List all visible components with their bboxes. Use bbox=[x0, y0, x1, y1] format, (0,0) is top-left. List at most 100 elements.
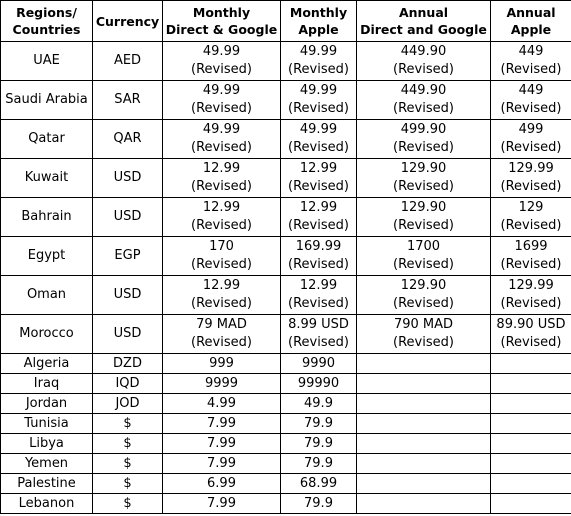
monthly-apple-cell: 12.99 (Revised) bbox=[280, 275, 357, 315]
monthly-direct-google-cell: 79 MAD (Revised) bbox=[162, 314, 281, 354]
annual-direct-google-cell bbox=[356, 453, 491, 474]
annual-direct-google-cell bbox=[356, 393, 491, 414]
currency-cell: IQD bbox=[92, 373, 163, 394]
column-header-line: Annual bbox=[506, 5, 556, 20]
annual-direct-google-cell bbox=[356, 413, 491, 434]
currency-cell: QAR bbox=[92, 119, 163, 159]
price-value: 790 MAD bbox=[393, 317, 454, 332]
table-row: Tunisia $ 7.99 79.9 bbox=[0, 413, 571, 434]
price-value: 89.90 USD bbox=[496, 317, 566, 332]
country-cell: UAE bbox=[0, 41, 93, 81]
currency-cell: $ bbox=[92, 473, 163, 494]
price-value: 129.99 bbox=[508, 278, 554, 293]
monthly-apple-cell: 79.9 bbox=[280, 433, 357, 454]
currency-cell: USD bbox=[92, 275, 163, 315]
annual-direct-google-cell: 129.90 (Revised) bbox=[356, 158, 491, 198]
header-row: Regions/ Countries Currency Monthly Dire… bbox=[0, 0, 571, 42]
column-header-line: Direct and Google bbox=[360, 22, 487, 37]
annual-apple-cell bbox=[490, 393, 571, 414]
revised-note: (Revised) bbox=[191, 62, 252, 77]
price-value: 129.90 bbox=[400, 200, 447, 215]
monthly-apple-cell: 68.99 bbox=[280, 473, 357, 494]
currency-cell: DZD bbox=[92, 353, 163, 374]
monthly-direct-google-cell: 6.99 bbox=[162, 473, 281, 494]
currency-cell: AED bbox=[92, 41, 163, 81]
price-value: 449 bbox=[518, 83, 544, 98]
revised-note: (Revised) bbox=[288, 101, 349, 116]
revised-note: (Revised) bbox=[288, 218, 349, 233]
monthly-direct-google-cell: 12.99 (Revised) bbox=[162, 158, 281, 198]
annual-apple-cell bbox=[490, 373, 571, 394]
country-cell: Jordan bbox=[0, 393, 93, 414]
revised-note: (Revised) bbox=[393, 218, 454, 233]
currency-cell: USD bbox=[92, 197, 163, 237]
revised-note: (Revised) bbox=[500, 179, 562, 194]
price-value: 449 bbox=[518, 44, 544, 59]
annual-direct-google-cell: 499.90 (Revised) bbox=[356, 119, 491, 159]
revised-note: (Revised) bbox=[288, 335, 349, 350]
monthly-apple-cell: 12.99 (Revised) bbox=[280, 158, 357, 198]
price-value: 12.99 bbox=[202, 200, 241, 215]
country-cell: Morocco bbox=[0, 314, 93, 354]
table-row: Kuwait USD 12.99 (Revised) 12.99 (Revised)… bbox=[0, 158, 571, 198]
annual-apple-cell: 499 (Revised) bbox=[490, 119, 571, 159]
price-value: 449.90 bbox=[400, 83, 447, 98]
revised-note: (Revised) bbox=[500, 218, 562, 233]
currency-cell: $ bbox=[92, 493, 163, 514]
revised-note: (Revised) bbox=[191, 101, 252, 116]
country-cell: Iraq bbox=[0, 373, 93, 394]
monthly-apple-cell: 79.9 bbox=[280, 493, 357, 514]
annual-apple-cell: 449 (Revised) bbox=[490, 41, 571, 81]
annual-direct-google-cell bbox=[356, 373, 491, 394]
revised-note: (Revised) bbox=[191, 179, 252, 194]
table-header: Regions/ Countries Currency Monthly Dire… bbox=[0, 0, 571, 42]
revised-note: (Revised) bbox=[393, 335, 454, 350]
price-value: 12.99 bbox=[299, 278, 338, 293]
price-value: 49.99 bbox=[202, 44, 241, 59]
country-cell: Kuwait bbox=[0, 158, 93, 198]
table-row: Yemen $ 7.99 79.9 bbox=[0, 453, 571, 474]
table-row: Egypt EGP 170 (Revised) 169.99 (Revised) 1… bbox=[0, 236, 571, 276]
price-value: 8.99 USD bbox=[288, 317, 349, 332]
revised-note: (Revised) bbox=[500, 335, 562, 350]
currency-cell: EGP bbox=[92, 236, 163, 276]
table-row: Bahrain USD 12.99 (Revised) 12.99 (Revised… bbox=[0, 197, 571, 237]
monthly-direct-google-cell: 49.99 (Revised) bbox=[162, 119, 281, 159]
annual-direct-google-cell bbox=[356, 353, 491, 374]
price-value: 79 MAD bbox=[196, 317, 247, 332]
table-row: Algeria DZD 999 9990 bbox=[0, 353, 571, 374]
monthly-direct-google-cell: 170 (Revised) bbox=[162, 236, 281, 276]
country-cell: Bahrain bbox=[0, 197, 93, 237]
column-header-line: Currency bbox=[95, 13, 160, 29]
currency-cell: JOD bbox=[92, 393, 163, 414]
monthly-apple-cell: 79.9 bbox=[280, 413, 357, 434]
table-row: Lebanon $ 7.99 79.9 bbox=[0, 493, 571, 514]
revised-note: (Revised) bbox=[191, 335, 252, 350]
price-value: 1699 bbox=[514, 239, 548, 254]
country-cell: Palestine bbox=[0, 473, 93, 494]
annual-direct-google-cell: 449.90 (Revised) bbox=[356, 80, 491, 120]
country-cell: Lebanon bbox=[0, 493, 93, 514]
price-value: 449.90 bbox=[400, 44, 447, 59]
country-cell: Yemen bbox=[0, 453, 93, 474]
monthly-apple-cell: 8.99 USD (Revised) bbox=[280, 314, 357, 354]
revised-note: (Revised) bbox=[191, 257, 252, 272]
price-value: 49.99 bbox=[202, 122, 241, 137]
table-row: Iraq IQD 9999 99990 bbox=[0, 373, 571, 394]
column-header-line: Annual bbox=[398, 5, 449, 20]
revised-note: (Revised) bbox=[500, 296, 562, 311]
monthly-apple-cell: 169.99 (Revised) bbox=[280, 236, 357, 276]
currency-cell: USD bbox=[92, 314, 163, 354]
annual-apple-cell bbox=[490, 353, 571, 374]
annual-direct-google-cell bbox=[356, 433, 491, 454]
revised-note: (Revised) bbox=[393, 179, 454, 194]
column-header-line: Monthly bbox=[289, 5, 348, 20]
annual-apple-cell bbox=[490, 413, 571, 434]
annual-direct-google-cell: 449.90 (Revised) bbox=[356, 41, 491, 81]
revised-note: (Revised) bbox=[288, 62, 349, 77]
monthly-direct-google-cell: 9999 bbox=[162, 373, 281, 394]
table-row: Jordan JOD 4.99 49.9 bbox=[0, 393, 571, 414]
country-cell: Libya bbox=[0, 433, 93, 454]
monthly-direct-google-cell: 12.99 (Revised) bbox=[162, 275, 281, 315]
price-value: 169.99 bbox=[295, 239, 342, 254]
